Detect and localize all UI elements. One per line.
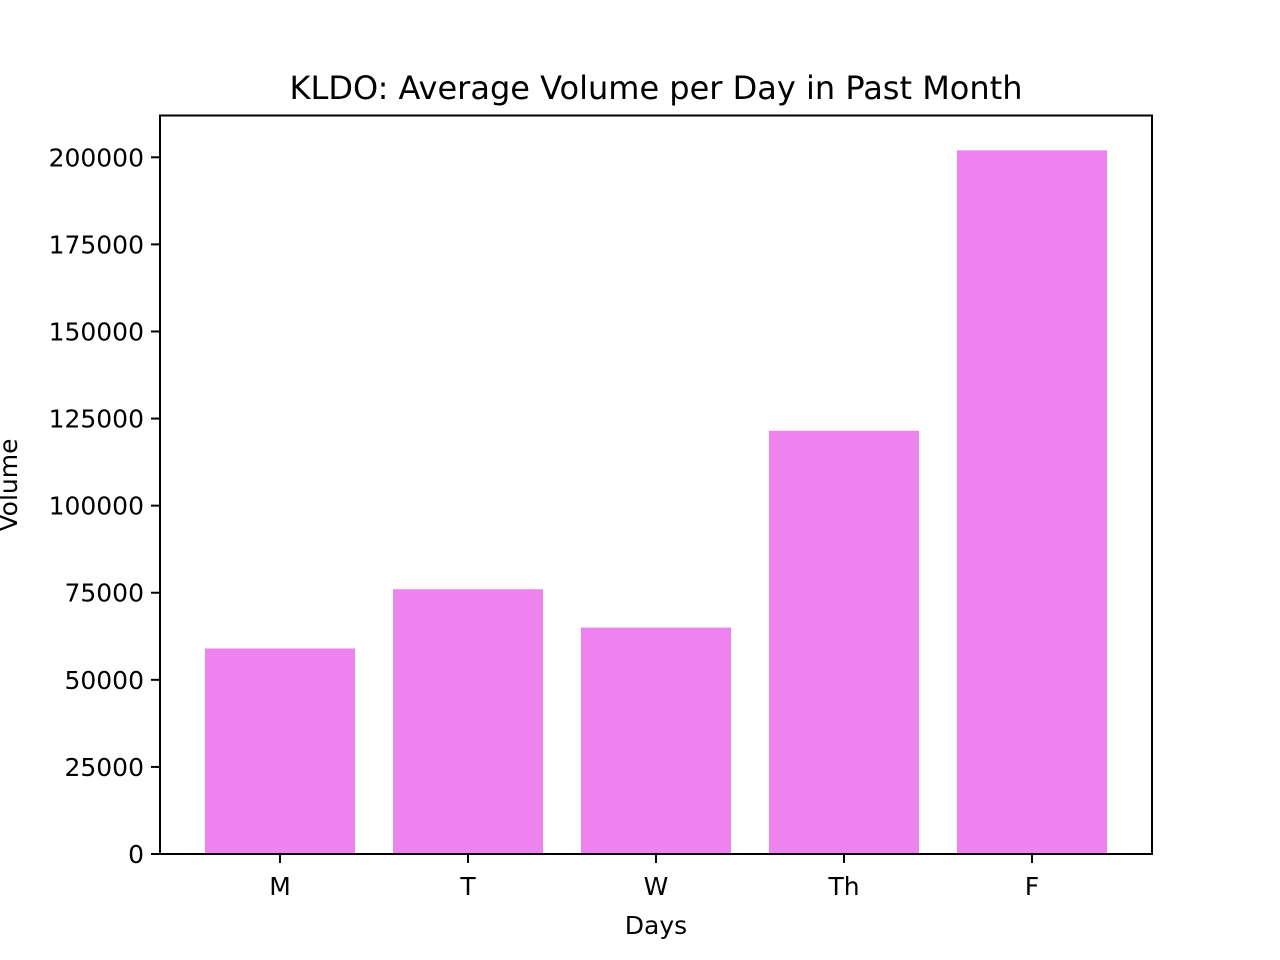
y-tick-label: 125000 xyxy=(49,405,144,434)
bar-th xyxy=(769,430,919,854)
x-axis-label: Days xyxy=(625,911,687,940)
bar-t xyxy=(393,589,543,854)
y-tick-label: 100000 xyxy=(49,492,144,521)
y-tick-label: 150000 xyxy=(49,317,144,346)
bar-f xyxy=(957,150,1107,854)
x-tick-label: F xyxy=(1025,872,1039,901)
x-tick-label: M xyxy=(269,872,291,901)
x-axis-ticks: M T W Th F xyxy=(269,854,1039,901)
y-tick-label: 0 xyxy=(128,840,144,869)
y-tick-label: 50000 xyxy=(64,666,144,695)
x-tick-label: W xyxy=(644,872,669,901)
y-tick-label: 25000 xyxy=(64,753,144,782)
y-axis-ticks: 0 25000 50000 75000 100000 125000 150000 175000… xyxy=(49,143,160,869)
y-tick-label: 75000 xyxy=(64,579,144,608)
y-axis-label: Volume xyxy=(0,439,23,532)
bars-layer xyxy=(205,150,1107,854)
chart-title: KLDO: Average Volume per Day in Past Mon… xyxy=(290,69,1023,107)
bar-m xyxy=(205,648,355,854)
y-tick-label: 175000 xyxy=(49,230,144,259)
y-tick-label: 200000 xyxy=(49,143,144,172)
x-tick-label: T xyxy=(459,872,476,901)
x-tick-label: Th xyxy=(827,872,859,901)
bar-w xyxy=(581,627,731,854)
plot-area-frame xyxy=(159,114,1153,855)
